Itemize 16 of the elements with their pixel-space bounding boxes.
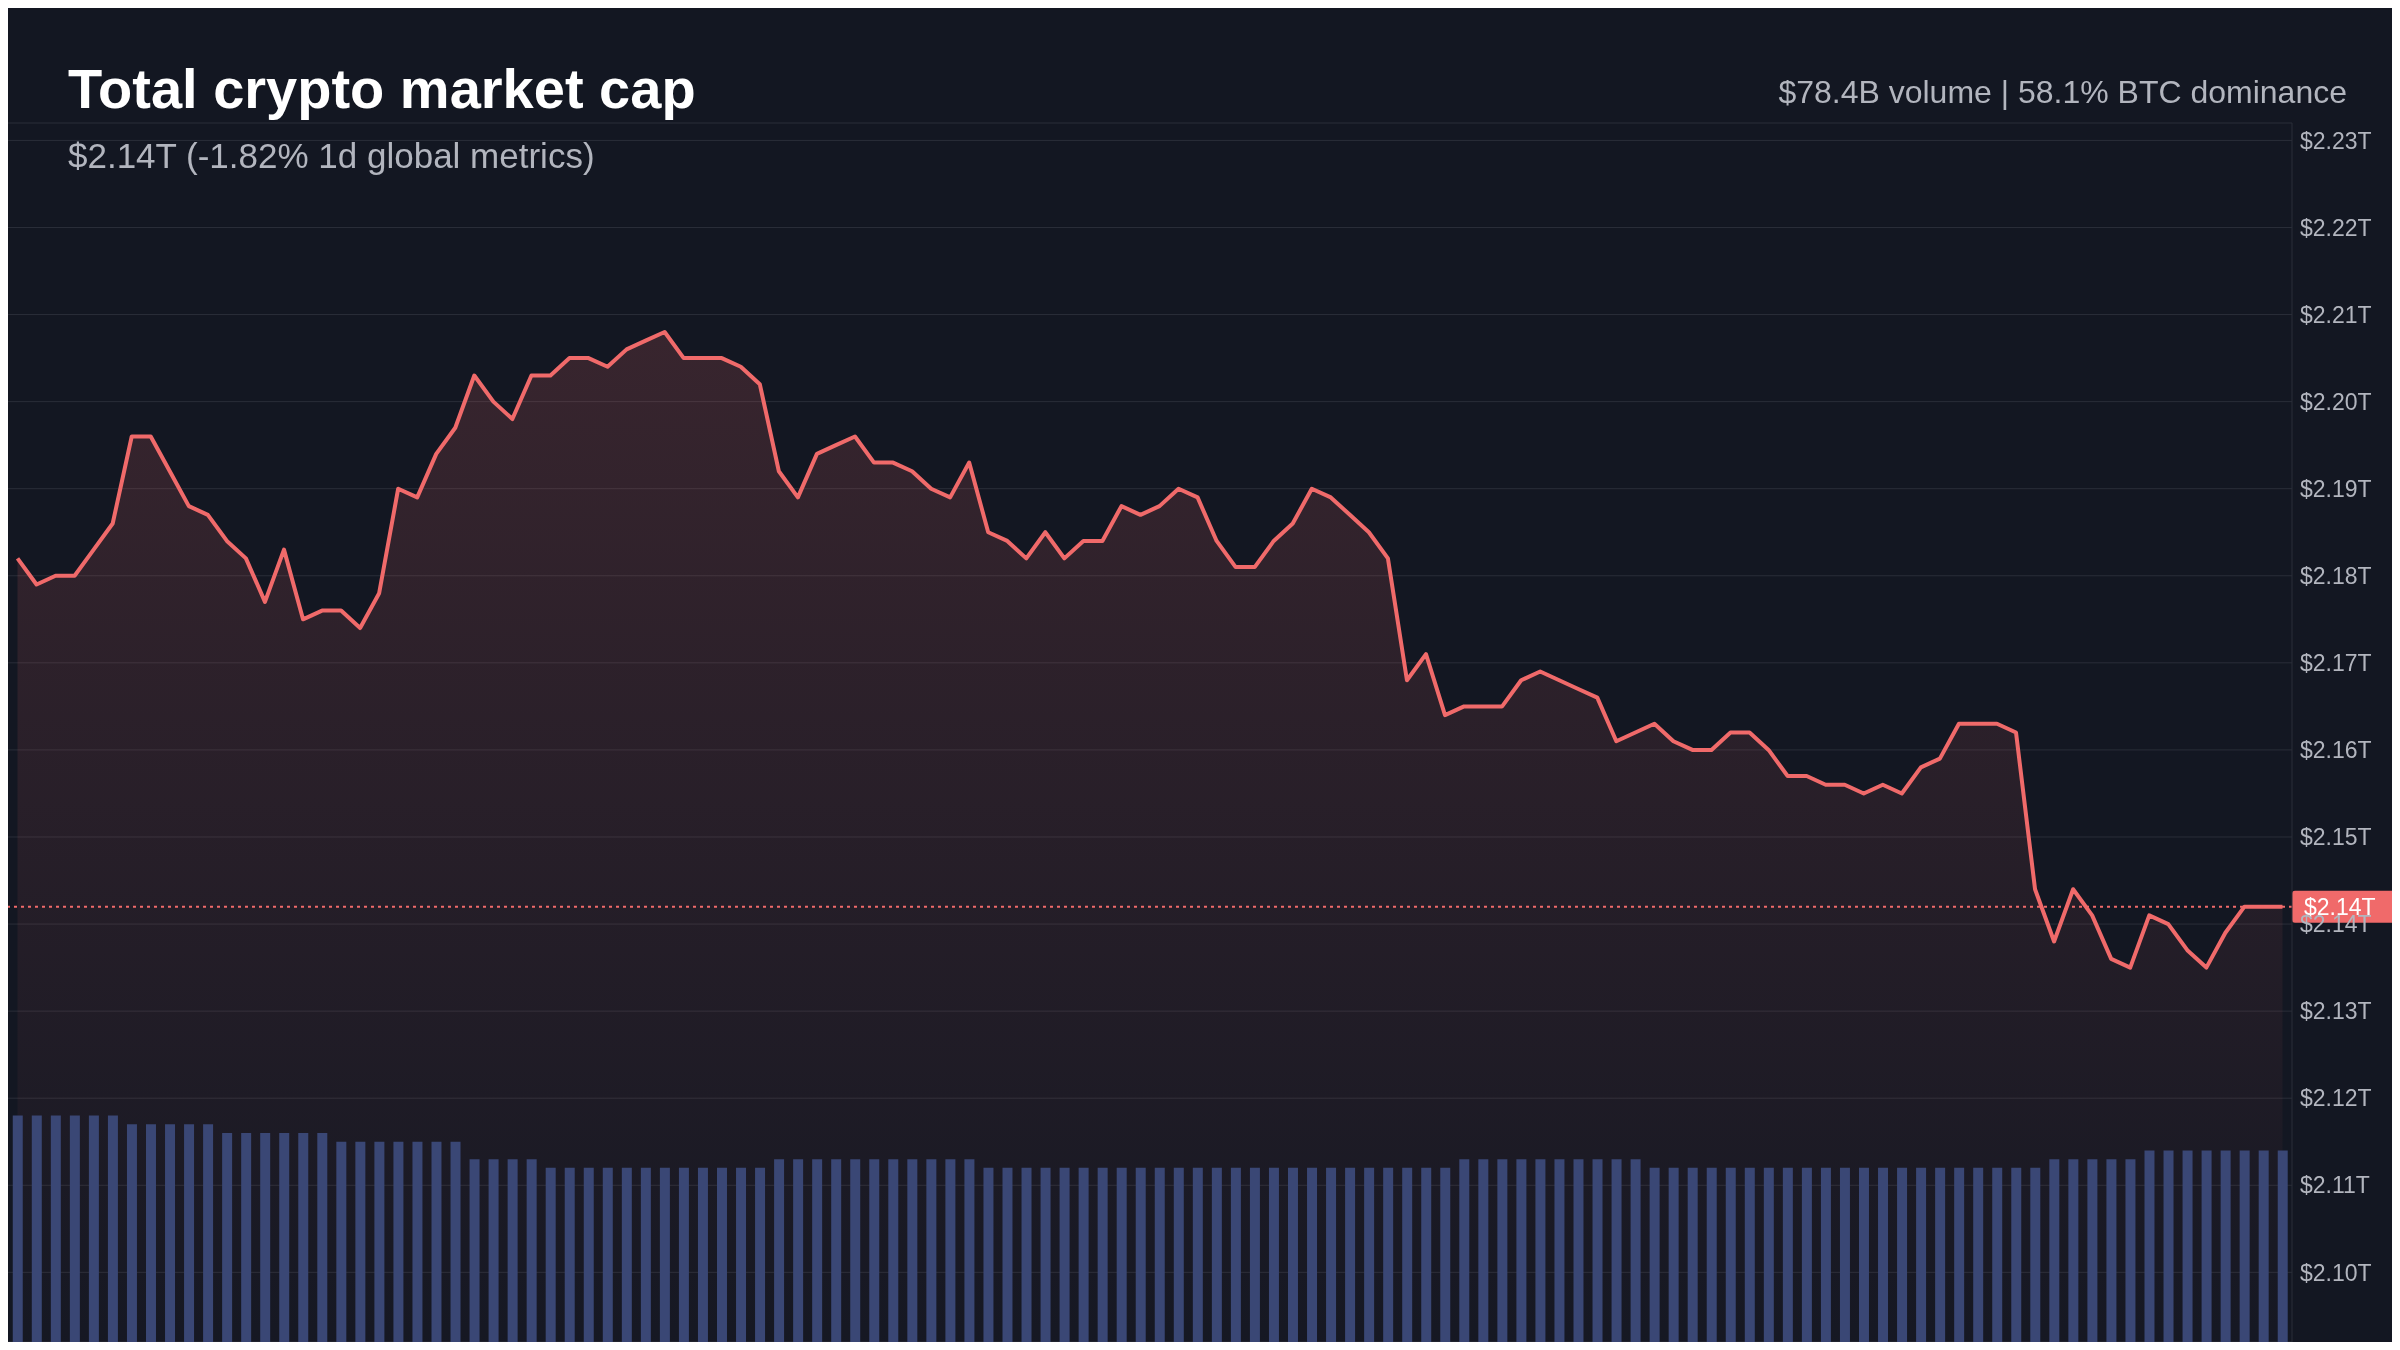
y-tick-label: $2.11T xyxy=(2300,1172,2370,1199)
y-tick-label: $2.23T xyxy=(2300,127,2372,154)
chart-title: Total crypto market cap xyxy=(68,56,696,121)
y-tick-label: $2.18T xyxy=(2300,562,2372,589)
text: $78.4B volume | 58.1% BTC dominance xyxy=(1778,74,2347,111)
y-tick-label: $2.12T xyxy=(2300,1085,2372,1112)
y-tick-label: $2.16T xyxy=(2300,737,2372,764)
y-tick-label: $2.17T xyxy=(2300,650,2372,677)
chart-subtitle: $2.14T (-1.82% 1d global metrics) xyxy=(68,136,595,176)
y-tick-label: $2.21T xyxy=(2300,301,2372,328)
y-tick-label: $2.15T xyxy=(2300,824,2372,851)
y-tick-label: $2.20T xyxy=(2300,388,2372,415)
y-tick-label: $2.19T xyxy=(2300,475,2372,502)
y-tick-label: $2.13T xyxy=(2300,998,2372,1025)
y-tick-label: $2.22T xyxy=(2300,214,2372,241)
y-tick-label: $2.10T xyxy=(2300,1259,2372,1286)
